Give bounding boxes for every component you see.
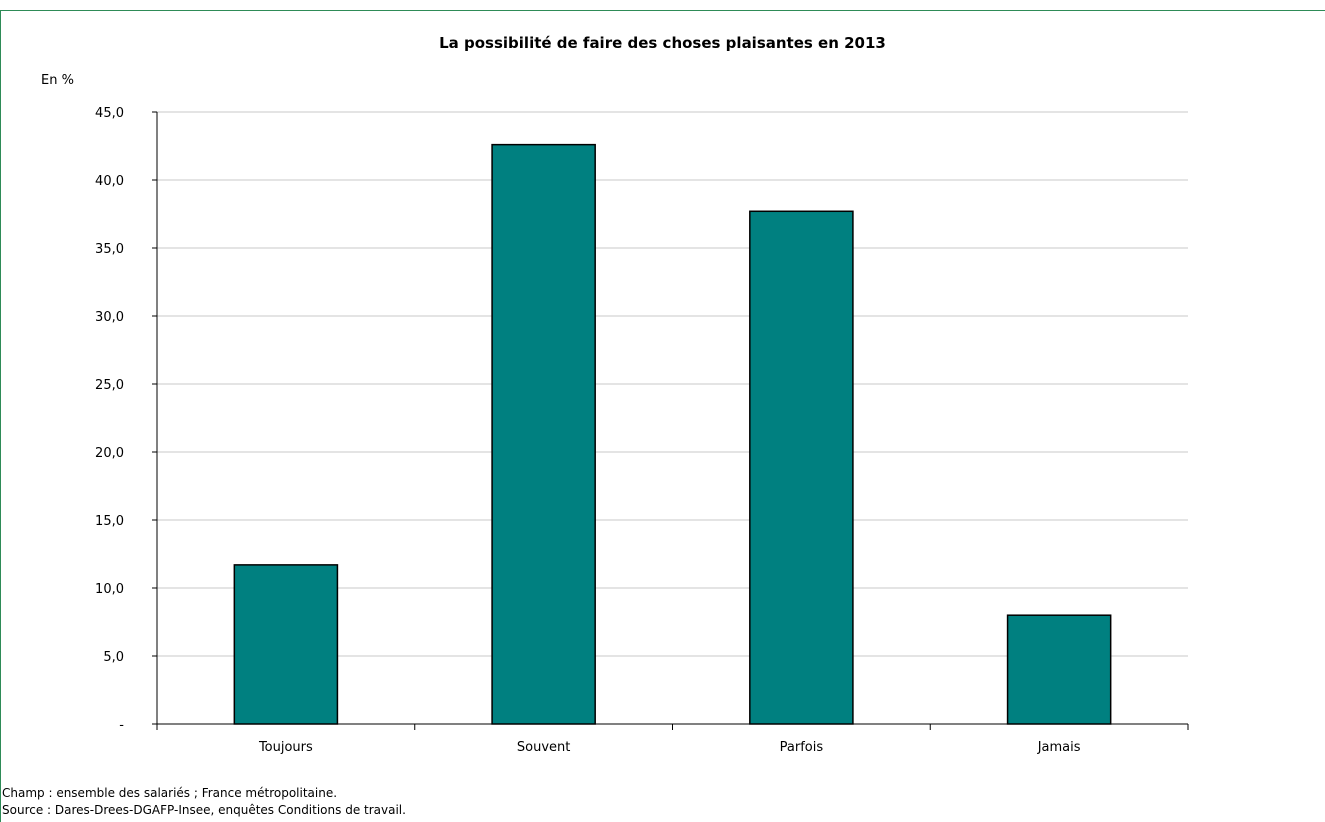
y-tick-label: 10,0 <box>95 582 124 597</box>
bar <box>1006 614 1112 725</box>
axes <box>152 111 1189 730</box>
y-tick-label: 25,0 <box>95 378 124 393</box>
y-axis-unit-label: En % <box>41 73 74 88</box>
scope-note: Champ : ensemble des salariés ; France m… <box>2 786 338 800</box>
bar <box>491 143 596 725</box>
x-tick-label: Souvent <box>517 740 570 755</box>
x-tick-label: Parfois <box>780 740 824 755</box>
chart-title: La possibilité de faire des choses plais… <box>439 34 886 52</box>
chart-notes: Champ : ensemble des salariés ; France m… <box>2 785 406 819</box>
x-tick-label: Jamais <box>1037 740 1081 755</box>
source-note: Source : Dares-Drees-DGAFP-Insee, enquêt… <box>2 803 406 817</box>
y-tick-label: 5,0 <box>103 650 124 665</box>
y-tick-label: 45,0 <box>95 106 124 121</box>
bar <box>233 564 339 725</box>
x-tick-label: Toujours <box>258 740 313 755</box>
tick-labels: - 5,0 10,0 15,0 20,0 25,0 30,0 35,0 40,0 45,0 Touj… <box>95 106 1081 755</box>
y-tick-label: 20,0 <box>95 446 124 461</box>
bars <box>233 143 1112 725</box>
chart-frame <box>0 10 1325 822</box>
y-tick-label: 40,0 <box>95 174 124 189</box>
y-tick-label: 30,0 <box>95 310 124 325</box>
y-tick-label: - <box>119 718 124 733</box>
y-tick-label: 15,0 <box>95 514 124 529</box>
bar <box>749 210 854 725</box>
y-tick-label: 35,0 <box>95 242 124 257</box>
